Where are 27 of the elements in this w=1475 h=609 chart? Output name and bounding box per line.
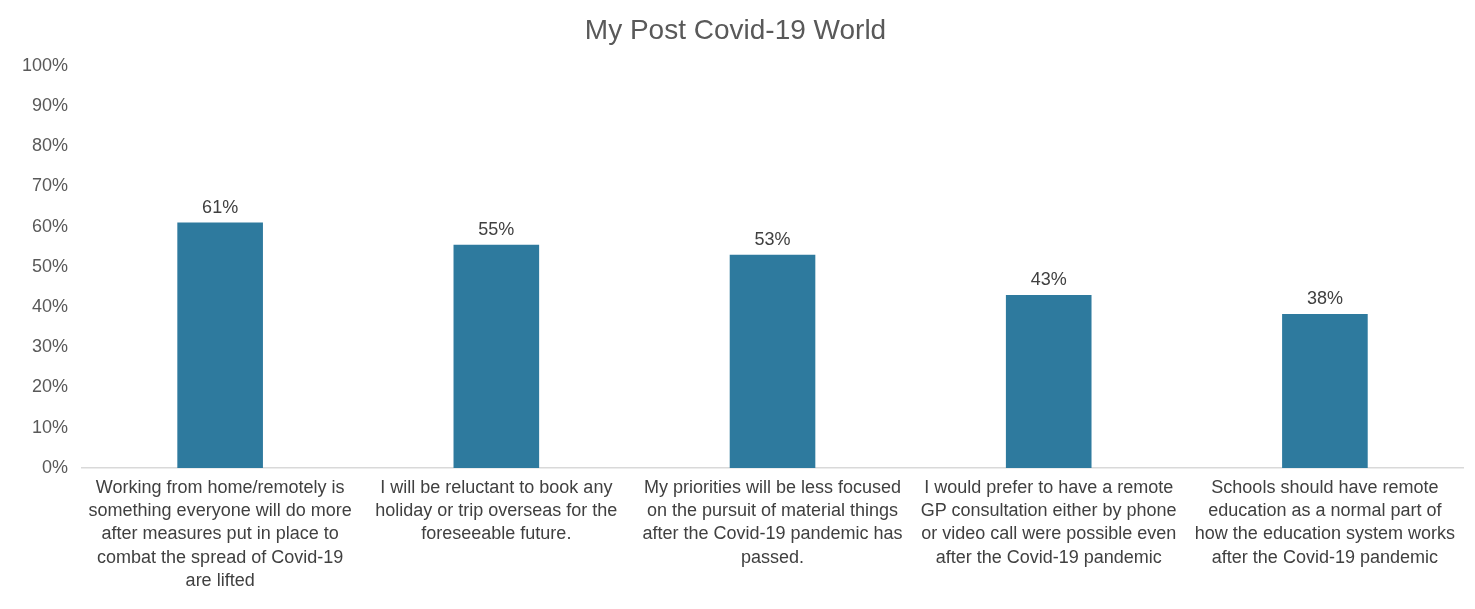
data-label: 55%	[478, 218, 515, 239]
y-tick-label: 70%	[32, 175, 69, 196]
y-tick-label: 10%	[32, 416, 69, 437]
y-tick-label: 0%	[42, 456, 69, 477]
y-tick-label: 50%	[32, 255, 69, 276]
bar	[177, 222, 263, 468]
y-tick-label: 80%	[32, 135, 69, 156]
data-label: 53%	[754, 228, 791, 249]
bar	[1282, 313, 1368, 468]
data-label: 43%	[1030, 268, 1067, 289]
x-tick-label: Schools should have remote education as a normal part of how the education system works after the Covid-19 pandemic	[1194, 476, 1455, 567]
data-label: 38%	[1306, 287, 1343, 308]
y-tick-label: 100%	[21, 54, 69, 75]
x-tick-label: My priorities will be less focused on the pursuit of material things after the Covid-19 pandemic has passed.	[642, 476, 903, 567]
bar	[729, 254, 816, 468]
bar	[1005, 294, 1092, 468]
chart-title: My Post Covid-19 World	[584, 13, 887, 45]
bar	[453, 244, 540, 468]
y-tick-label: 40%	[32, 296, 69, 317]
x-tick-label: I will be reluctant to book any holiday or trip overseas for the foreseeable future.	[375, 476, 618, 544]
data-label: 61%	[202, 196, 239, 217]
y-tick-label: 20%	[32, 376, 69, 397]
y-tick-label: 30%	[32, 336, 69, 357]
x-tick-label: I would prefer to have a remote GP consultation either by phone or video call were possible even after the Covid-19 pandemic	[920, 476, 1177, 567]
y-tick-label: 60%	[32, 215, 69, 236]
y-tick-label: 90%	[32, 94, 69, 115]
x-tick-label: Working from home/remotely is something everyone will do more after measures put in place to combat the spread of Covid-19 are lifted	[88, 476, 352, 591]
